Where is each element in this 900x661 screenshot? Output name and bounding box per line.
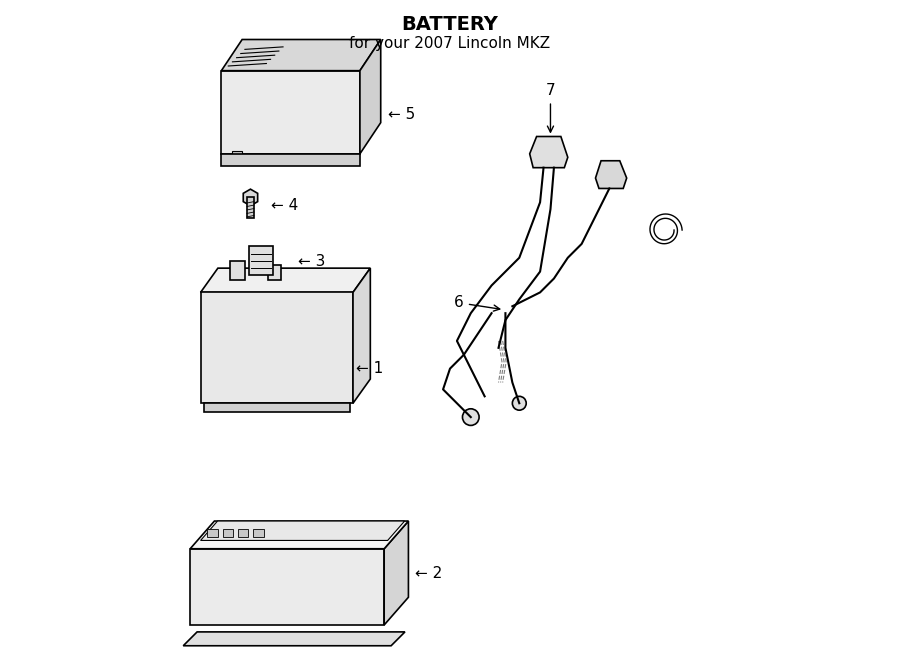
Polygon shape — [190, 549, 384, 625]
Polygon shape — [221, 40, 381, 71]
Text: ← 2: ← 2 — [416, 566, 443, 580]
Polygon shape — [247, 198, 254, 218]
Polygon shape — [230, 261, 246, 280]
Text: ← 4: ← 4 — [271, 198, 299, 214]
Bar — [238, 529, 248, 537]
Text: ← 5: ← 5 — [388, 107, 415, 122]
Polygon shape — [201, 521, 405, 541]
Bar — [208, 529, 218, 537]
Text: for your 2007 Lincoln MKZ: for your 2007 Lincoln MKZ — [349, 36, 551, 51]
Polygon shape — [201, 292, 353, 403]
Polygon shape — [184, 632, 405, 646]
Polygon shape — [353, 268, 370, 403]
Text: 7: 7 — [545, 83, 555, 132]
Text: ← 1: ← 1 — [356, 361, 383, 376]
Polygon shape — [360, 40, 381, 154]
Text: BATTERY: BATTERY — [401, 15, 499, 34]
Bar — [222, 529, 233, 537]
Circle shape — [512, 397, 526, 410]
Bar — [231, 151, 242, 159]
Polygon shape — [268, 265, 281, 280]
Polygon shape — [249, 246, 274, 275]
Polygon shape — [221, 71, 360, 154]
Polygon shape — [221, 154, 360, 167]
Polygon shape — [530, 137, 568, 168]
Polygon shape — [201, 268, 370, 292]
Text: 6: 6 — [454, 295, 500, 311]
Polygon shape — [204, 403, 349, 412]
Polygon shape — [190, 521, 409, 549]
Polygon shape — [596, 161, 626, 188]
Text: ← 3: ← 3 — [298, 254, 326, 269]
Polygon shape — [243, 189, 257, 206]
Circle shape — [463, 408, 479, 426]
Polygon shape — [384, 521, 409, 625]
Bar — [253, 529, 264, 537]
